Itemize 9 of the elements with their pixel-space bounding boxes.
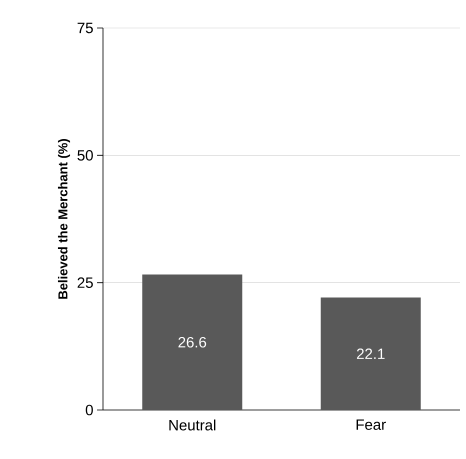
x-tick-label: Fear [356, 419, 386, 430]
data-label: 26.6 [178, 336, 206, 348]
data-label: 22.1 [356, 348, 385, 359]
y-tick-label: 0 [86, 404, 93, 416]
y-tick-label: 75 [78, 22, 93, 34]
y-axis-title: Believed the Merchant (%) [58, 139, 70, 299]
x-tick-label: Neutral [169, 420, 216, 430]
y-tick-label: 50 [77, 150, 93, 161]
y-tick-label: 25 [78, 277, 93, 288]
